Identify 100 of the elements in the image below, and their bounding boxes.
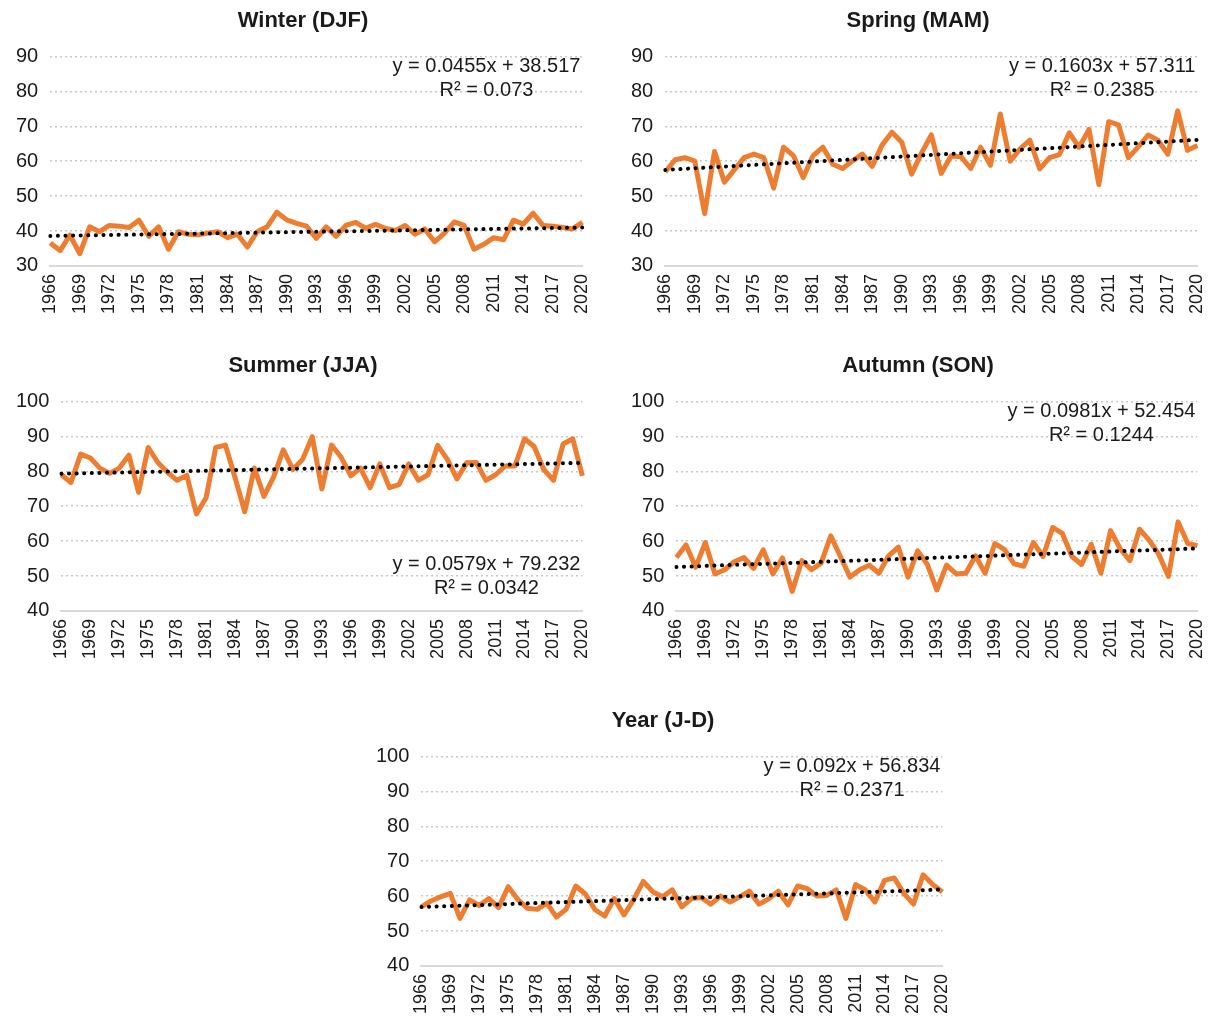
x-tick-label: 1981 [195,618,216,659]
x-tick-label: 1993 [920,273,941,314]
x-tick-label: 2002 [757,973,778,1014]
x-tick-label: 1969 [68,273,89,314]
annotation: y = 0.1603x + 57.311 [1008,53,1196,76]
x-tick-label: 2002 [393,273,414,314]
x-tick-label: 1975 [497,973,518,1014]
x-tick-label: 1999 [728,973,749,1014]
y-tick-label: 70 [642,493,665,516]
x-tick-label: 1984 [839,618,860,659]
chart-title: Autumn (SON) [842,352,994,378]
annotation: y = 0.0579x + 79.232 [392,552,581,575]
x-tick-label: 2008 [1068,273,1089,314]
x-tick-label: 2014 [1128,618,1149,659]
y-tick-label: 60 [631,148,654,171]
x-tick-label: 2017 [542,618,563,659]
annotation: y = 0.092x + 56.834 [763,753,941,776]
x-tick-label: 1981 [802,273,823,314]
x-tick-label: 1969 [439,973,460,1014]
x-tick-label: 1999 [979,273,1000,314]
x-tick-label: 2005 [786,973,807,1014]
y-tick-label: 90 [642,423,665,446]
x-tick-label: 1975 [742,273,763,314]
x-tick-label: 2008 [453,273,474,314]
y-tick-label: 90 [631,43,654,66]
x-tick-label: 1996 [949,273,970,314]
y-tick-label: 40 [16,218,39,241]
x-tick-label: 2020 [571,618,592,659]
y-tick-label: 50 [631,183,654,206]
x-tick-label: 1996 [339,618,360,659]
x-tick-label: 2002 [397,618,418,659]
y-tick-label: 60 [642,528,665,551]
x-tick-label: 1990 [281,618,302,659]
x-tick-label: 1978 [772,273,793,314]
x-tick-label: 1966 [665,618,686,659]
x-tick-label: 1978 [526,973,547,1014]
x-tick-label: 1990 [641,973,662,1014]
x-tick-label: 2014 [1127,273,1148,314]
x-tick-label: 1987 [252,618,273,659]
x-tick-label: 1993 [925,618,946,659]
annotation: R² = 0.0342 [433,576,539,599]
x-tick-label: 1966 [410,973,431,1014]
x-tick-label: 2005 [423,273,444,314]
y-tick-label: 100 [15,388,50,411]
x-tick-label: 2005 [426,618,447,659]
y-tick-label: 70 [16,113,39,136]
annotation: R² = 0.2385 [1049,77,1155,100]
y-tick-label: 70 [631,113,654,136]
y-tick-label: 80 [631,78,654,101]
x-tick-label: 1987 [867,618,888,659]
x-tick-label: 1972 [108,618,129,659]
x-tick-label: 1966 [654,273,675,314]
annotation: y = 0.0455x + 38.517 [392,53,581,76]
x-tick-label: 1981 [810,618,831,659]
x-tick-label: 1993 [305,273,326,314]
x-tick-label: 1987 [861,273,882,314]
x-tick-label: 2008 [1070,618,1091,659]
y-tick-label: 50 [387,918,410,941]
x-tick-label: 1972 [713,273,734,314]
annotation: R² = 0.073 [439,77,534,100]
x-tick-label: 1990 [890,273,911,314]
y-tick-label: 70 [387,848,410,871]
x-tick-label: 2020 [931,973,952,1014]
y-tick-label: 100 [375,743,410,766]
y-tick-label: 100 [630,388,665,411]
x-tick-label: 2020 [571,273,592,314]
x-tick-label: 1978 [781,618,802,659]
x-tick-label: 2014 [873,973,894,1014]
x-tick-label: 2020 [1186,273,1207,314]
x-tick-label: 2011 [1099,618,1120,658]
x-tick-label: 1972 [723,618,744,659]
y-tick-label: 50 [16,183,39,206]
x-tick-label: 1984 [831,273,852,314]
x-tick-label: 1996 [954,618,975,659]
x-tick-label: 1975 [137,618,158,659]
x-tick-label: 1975 [127,273,148,314]
y-tick-label: 60 [387,883,410,906]
x-tick-label: 2017 [902,973,923,1014]
x-tick-label: 1999 [983,618,1004,659]
y-tick-label: 40 [631,218,654,241]
x-tick-label: 1966 [50,618,71,659]
chart-title: Winter (DJF) [237,7,369,33]
y-tick-label: 90 [16,43,39,66]
y-tick-label: 80 [642,458,665,481]
x-tick-label: 1999 [364,273,385,314]
x-tick-label: 1999 [368,618,389,659]
x-tick-label: 1981 [187,273,208,314]
y-tick-label: 70 [27,493,50,516]
x-tick-label: 2011 [482,273,503,313]
y-tick-label: 60 [16,148,39,171]
y-tick-label: 80 [16,78,39,101]
y-tick-label: 80 [387,813,410,836]
x-tick-label: 1990 [275,273,296,314]
x-tick-label: 1996 [334,273,355,314]
chart-title: Year (J-D) [611,707,715,733]
x-tick-label: 2014 [512,273,533,314]
annotation: R² = 0.2371 [799,777,905,800]
x-tick-label: 1987 [612,973,633,1014]
annotation: y = 0.0981x + 52.454 [1007,398,1196,421]
y-tick-label: 80 [27,458,50,481]
